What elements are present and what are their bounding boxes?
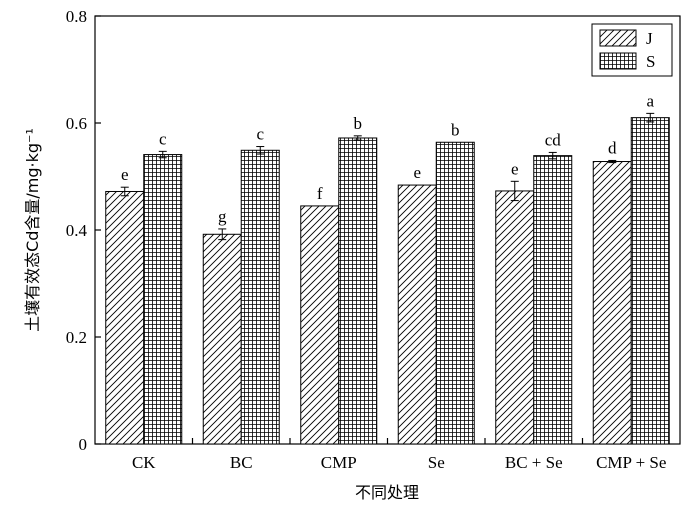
bar-s-3 bbox=[435, 141, 475, 445]
significance-label: e bbox=[413, 163, 421, 182]
significance-label: f bbox=[317, 184, 323, 203]
bar-j-0 bbox=[105, 190, 145, 445]
legend-label-j: J bbox=[646, 29, 653, 48]
x-tick-label: BC + Se bbox=[505, 453, 563, 472]
plot-border bbox=[94, 15, 681, 445]
bar-j-5 bbox=[592, 161, 632, 445]
y-axis-ticks: 0 0.2 0.4 0.6 0.8 bbox=[66, 7, 101, 454]
significance-label: b bbox=[354, 114, 363, 133]
x-tick-label: CMP + Se bbox=[596, 453, 666, 472]
significance-label: cd bbox=[545, 130, 562, 149]
bars: e c g c f b e b e cd d a bbox=[105, 91, 670, 445]
x-tick-label: CMP bbox=[321, 453, 357, 472]
plot-frame bbox=[94, 15, 681, 445]
significance-label: e bbox=[121, 165, 129, 184]
y-tick-label: 0.2 bbox=[66, 328, 87, 347]
significance-label: a bbox=[646, 91, 654, 110]
bar-s-0 bbox=[143, 154, 183, 445]
significance-label: c bbox=[256, 125, 264, 144]
bar-j-1 bbox=[202, 233, 242, 445]
legend-swatch-s bbox=[599, 52, 637, 70]
legend-swatch-j bbox=[599, 29, 637, 47]
x-tick-label: Se bbox=[428, 453, 445, 472]
bar-j-2 bbox=[300, 205, 340, 445]
significance-label: d bbox=[608, 138, 617, 157]
y-axis-title: 土壤有效态Cd含量/mg·kg⁻¹ bbox=[23, 128, 42, 332]
y-tick-label: 0.6 bbox=[66, 114, 87, 133]
bar-s-4 bbox=[533, 155, 573, 445]
y-tick-label: 0.4 bbox=[66, 221, 88, 240]
x-tick-label: CK bbox=[132, 453, 156, 472]
significance-label: e bbox=[511, 159, 519, 178]
significance-label: g bbox=[218, 207, 227, 226]
bar-j-3 bbox=[397, 184, 437, 445]
x-tick-label: BC bbox=[230, 453, 253, 472]
x-axis-ticks: CK BC CMP Se BC + Se CMP + Se bbox=[132, 438, 666, 472]
y-tick-label: 0.8 bbox=[66, 7, 87, 26]
y-tick-label: 0 bbox=[79, 435, 88, 454]
x-axis-title: 不同处理 bbox=[355, 483, 419, 502]
bar-s-1 bbox=[240, 149, 280, 445]
legend-label-s: S bbox=[646, 52, 655, 71]
legend: J S bbox=[591, 23, 673, 77]
significance-label: b bbox=[451, 120, 460, 139]
bar-s-5 bbox=[630, 117, 670, 445]
bar-j-4 bbox=[495, 190, 535, 445]
significance-label: c bbox=[159, 129, 167, 148]
bar-s-2 bbox=[338, 137, 378, 445]
